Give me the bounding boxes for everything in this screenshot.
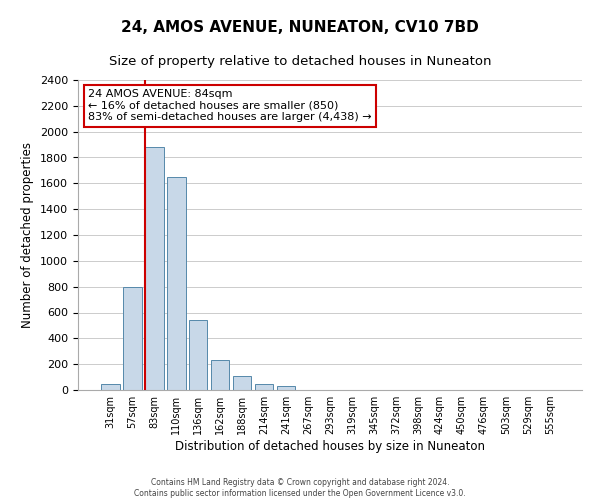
X-axis label: Distribution of detached houses by size in Nuneaton: Distribution of detached houses by size … [175,440,485,453]
Bar [189,320,208,390]
Bar [123,286,142,390]
Bar [101,384,119,390]
Text: Size of property relative to detached houses in Nuneaton: Size of property relative to detached ho… [109,55,491,68]
Text: 24, AMOS AVENUE, NUNEATON, CV10 7BD: 24, AMOS AVENUE, NUNEATON, CV10 7BD [121,20,479,35]
Bar [233,376,251,390]
Text: 24 AMOS AVENUE: 84sqm
← 16% of detached houses are smaller (850)
83% of semi-det: 24 AMOS AVENUE: 84sqm ← 16% of detached … [88,90,372,122]
Bar [277,386,295,390]
Bar [211,360,229,390]
Bar [167,177,185,390]
Bar [145,147,164,390]
Bar [255,384,274,390]
Text: Contains HM Land Registry data © Crown copyright and database right 2024.
Contai: Contains HM Land Registry data © Crown c… [134,478,466,498]
Y-axis label: Number of detached properties: Number of detached properties [22,142,34,328]
